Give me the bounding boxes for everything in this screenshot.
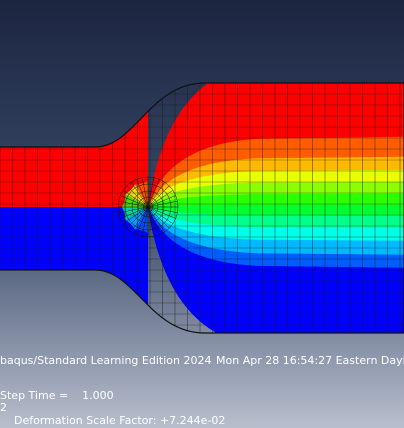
tip-fan bbox=[135, 207, 148, 233]
tip-fan bbox=[135, 181, 148, 207]
timestamp: Mon Apr 28 16:54:27 Eastern Dayli bbox=[216, 354, 404, 367]
mesh-line bbox=[142, 201, 154, 213]
frame: 2 bbox=[0, 401, 7, 414]
scale-factor: Deformation Scale Factor: +7.244e-02 bbox=[14, 414, 226, 427]
mesh-line bbox=[117, 176, 179, 238]
info-line: baqus/Standard Learning Edition 2024 bbox=[0, 354, 212, 367]
mesh-line bbox=[137, 196, 159, 218]
step-time: Step Time = 1.000 bbox=[0, 389, 114, 402]
mesh-line bbox=[124, 183, 172, 231]
tip-fan bbox=[122, 207, 148, 220]
part-outline bbox=[0, 82, 404, 334]
mesh-line bbox=[131, 190, 165, 224]
